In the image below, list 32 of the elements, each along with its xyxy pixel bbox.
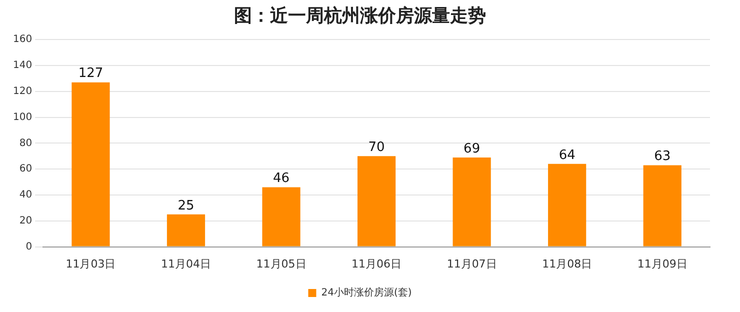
y-tick-label: 20 <box>19 215 32 226</box>
data-label: 70 <box>368 140 385 156</box>
x-tick-label: 11月05日 <box>256 257 306 270</box>
data-label: 25 <box>178 198 194 214</box>
bar <box>643 165 682 246</box>
y-tick-label: 120 <box>12 86 32 97</box>
y-tick-label: 140 <box>12 60 32 72</box>
x-tick-label: 11月09日 <box>637 257 688 270</box>
x-tick-label: 11月08日 <box>542 257 592 270</box>
data-label: 127 <box>78 66 104 82</box>
y-tick-label: 100 <box>12 112 32 123</box>
y-tick-label: 0 <box>26 241 32 252</box>
bar <box>262 187 300 246</box>
y-tick-label: 40 <box>19 190 32 201</box>
bar <box>548 164 586 246</box>
y-tick-label: 80 <box>19 138 32 149</box>
chart-title: 图：近一周杭州涨价房源量走势 <box>234 5 486 26</box>
legend-label: 24小时涨价房源(套) <box>321 286 412 299</box>
bar <box>166 214 206 246</box>
y-tick-label: 60 <box>19 164 32 175</box>
x-tick-label: 11月03日 <box>66 257 116 270</box>
x-tick-label: 11月06日 <box>352 257 402 270</box>
data-label: 69 <box>464 141 480 156</box>
bar <box>72 82 110 246</box>
y-tick-label: 160 <box>12 34 32 46</box>
data-label: 63 <box>654 149 671 164</box>
bar <box>452 157 491 246</box>
x-tick-label: 11月04日 <box>160 257 211 270</box>
bar <box>357 156 396 246</box>
x-tick-label: 11月07日 <box>446 257 497 270</box>
data-label: 46 <box>272 171 290 186</box>
data-label: 64 <box>558 148 576 163</box>
